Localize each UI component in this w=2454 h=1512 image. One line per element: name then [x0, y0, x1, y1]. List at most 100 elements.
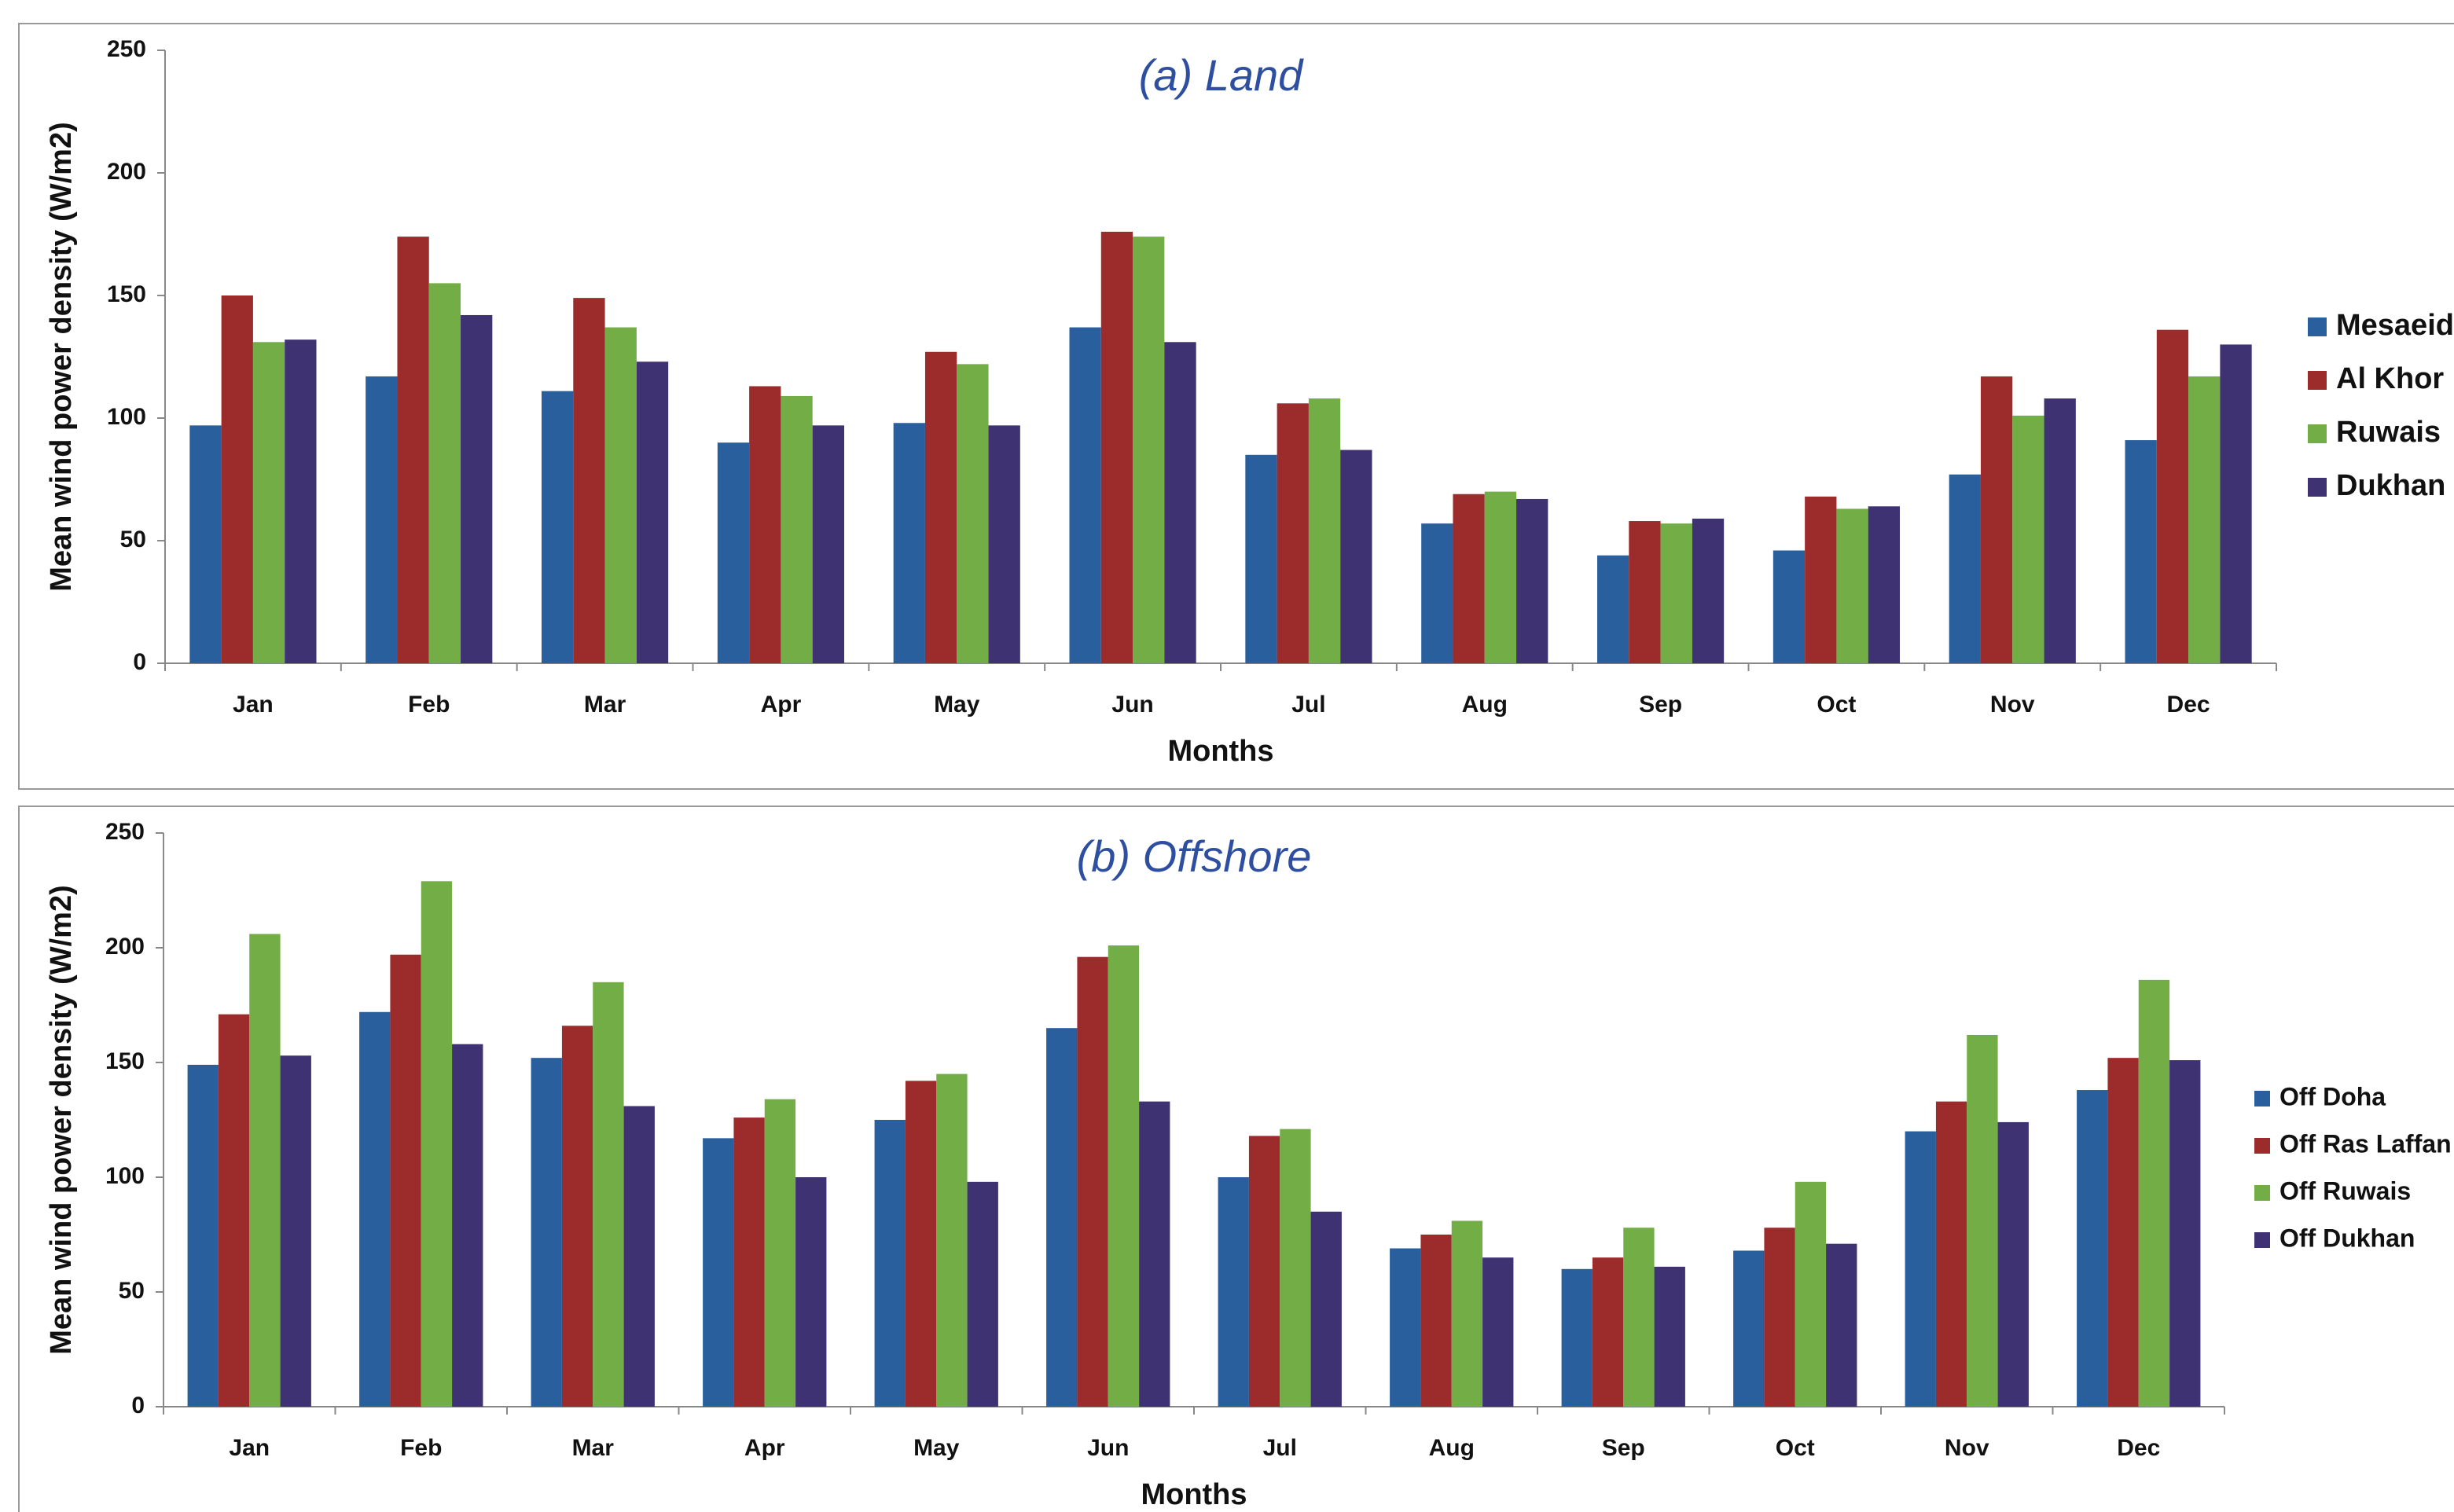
bar: [428, 283, 461, 663]
y-tick-label: 250: [105, 819, 145, 845]
bar: [1773, 550, 1806, 663]
bar: [812, 425, 844, 663]
x-tick-label: Oct: [1776, 1435, 1815, 1461]
bar: [1077, 956, 1108, 1407]
x-tick-label: Mar: [572, 1435, 615, 1461]
bar: [1069, 327, 1101, 663]
bar: [1308, 398, 1341, 663]
legend-swatch: [2254, 1091, 2270, 1106]
legend-swatch: [2308, 371, 2327, 390]
bar: [1997, 1121, 2029, 1407]
bar: [1949, 474, 1981, 663]
bar: [1420, 1235, 1452, 1407]
bar: [1836, 508, 1868, 663]
bar: [1967, 1034, 1998, 1407]
x-tick-label: Nov: [1945, 1435, 1989, 1461]
bar: [280, 1055, 311, 1407]
x-tick-label: Dec: [2117, 1435, 2160, 1461]
bar: [1629, 521, 1661, 663]
legend-label: Off Ras Laffan: [2280, 1129, 2452, 1158]
bar: [573, 298, 605, 663]
bar: [781, 395, 813, 663]
bar: [561, 1026, 593, 1407]
y-tick-label: 150: [107, 281, 146, 307]
bar: [1164, 342, 1196, 663]
bar: [924, 351, 957, 663]
x-tick-label: Apr: [744, 1435, 785, 1461]
y-tick-label: 50: [119, 1278, 145, 1304]
bar: [359, 1011, 391, 1407]
y-tick-label: 0: [133, 649, 146, 675]
bar: [593, 982, 624, 1407]
bar: [542, 391, 574, 663]
panel-frame: [18, 23, 2454, 790]
y-axis-label: Mean wind power density (W/m2): [45, 122, 78, 592]
x-tick-label: Feb: [408, 692, 450, 717]
legend-label: Off Doha: [2280, 1082, 2386, 1110]
bar: [1108, 945, 1140, 1407]
x-tick-label: Jul: [1263, 1435, 1297, 1461]
bar: [795, 1177, 827, 1407]
x-axis-label: Months: [1141, 1478, 1247, 1511]
bar: [1277, 403, 1309, 663]
bar: [957, 364, 989, 663]
bar: [1482, 1257, 1514, 1407]
bar: [2169, 1060, 2201, 1407]
x-tick-label: Sep: [1639, 692, 1682, 717]
bar: [1310, 1211, 1342, 1407]
bar: [390, 954, 421, 1407]
bar: [1805, 496, 1837, 663]
bar: [1421, 523, 1453, 663]
bar: [1935, 1101, 1967, 1407]
x-tick-label: Aug: [1429, 1435, 1475, 1461]
bar: [1692, 518, 1725, 663]
x-tick-label: Jun: [1111, 692, 1153, 717]
x-tick-label: Feb: [400, 1435, 442, 1461]
bar: [703, 1138, 734, 1407]
y-tick-label: 150: [105, 1048, 145, 1074]
bar: [1795, 1181, 1827, 1407]
bar: [733, 1117, 765, 1407]
bar: [461, 314, 493, 663]
bar: [2125, 440, 2157, 663]
bar: [1280, 1128, 1311, 1407]
y-tick-label: 250: [107, 36, 146, 62]
bar: [366, 376, 398, 663]
bar: [2107, 1058, 2139, 1407]
bar: [1245, 454, 1277, 663]
bar: [893, 423, 925, 663]
bar: [285, 339, 317, 663]
x-axis-label: Months: [1167, 735, 1273, 768]
bar: [1390, 1248, 1421, 1407]
bar: [1623, 1228, 1655, 1407]
bar: [936, 1073, 968, 1407]
bar: [1451, 1220, 1483, 1407]
legend-swatch: [2254, 1232, 2270, 1248]
bar: [1561, 1268, 1593, 1407]
x-tick-label: Oct: [1817, 692, 1856, 717]
bar: [397, 237, 429, 663]
bar: [623, 1106, 655, 1407]
bar: [905, 1081, 937, 1407]
y-tick-label: 50: [120, 527, 146, 552]
bar: [636, 361, 669, 663]
x-tick-label: Jun: [1087, 1435, 1129, 1461]
bar: [1248, 1136, 1280, 1407]
bar: [1597, 555, 1629, 663]
y-axis-label: Mean wind power density (W/m2): [45, 885, 78, 1355]
bar: [1592, 1257, 1624, 1407]
y-tick-label: 100: [105, 1163, 145, 1189]
bar: [2156, 329, 2189, 663]
bar: [249, 934, 281, 1407]
x-tick-label: Sep: [1602, 1435, 1645, 1461]
bar: [1733, 1250, 1765, 1407]
bar: [1133, 237, 1165, 663]
legend-swatch: [2308, 478, 2327, 497]
x-tick-label: Jul: [1291, 692, 1325, 717]
bar: [1660, 523, 1692, 663]
bar: [967, 1181, 998, 1407]
bar: [1218, 1177, 1249, 1407]
bar: [717, 442, 750, 663]
chart-title: (b) Offshore: [1077, 831, 1312, 881]
